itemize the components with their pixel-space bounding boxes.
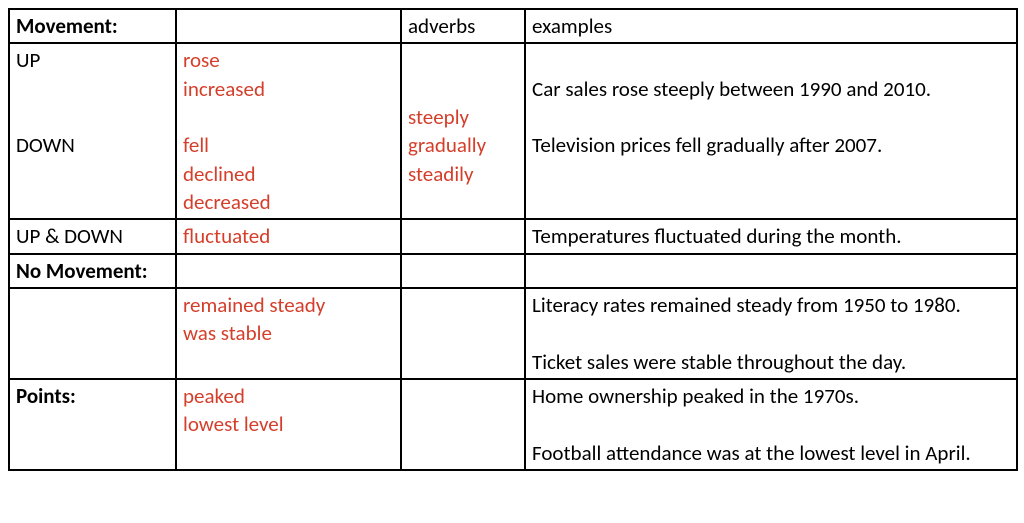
category-label: No Movement:	[16, 258, 148, 284]
verb: decreased	[183, 188, 394, 216]
adverbs-cell	[401, 254, 525, 288]
example: Football attendance was at the lowest le…	[532, 439, 1010, 467]
verbs-cell: rose increased fell declined decreased	[176, 43, 401, 219]
verb: remained steady	[183, 291, 394, 319]
example-blank	[532, 410, 1010, 438]
verb: lowest level	[183, 410, 394, 438]
table-row: No Movement:	[9, 254, 1017, 288]
adverb: steadily	[408, 160, 518, 188]
header-adverbs: adverbs	[401, 9, 525, 43]
example: Home ownership peaked in the 1970s.	[532, 382, 1010, 410]
category-cell	[9, 288, 176, 379]
header-movement: Movement:	[9, 9, 176, 43]
example: Ticket sales were stable throughout the …	[532, 348, 1010, 376]
adverbs-cell: steeply gradually steadily	[401, 43, 525, 219]
verb: fluctuated	[183, 222, 394, 250]
table-row: UP & DOWN fluctuated Temperatures fluctu…	[9, 219, 1017, 253]
adverb-blank	[408, 75, 518, 103]
category-line-blank	[16, 103, 169, 131]
table-row: UP DOWN rose increased fell declined dec…	[9, 43, 1017, 219]
verb: declined	[183, 160, 394, 188]
category-cell: UP & DOWN	[9, 219, 176, 253]
adverb-blank	[408, 46, 518, 74]
examples-cell: Car sales rose steeply between 1990 and …	[525, 43, 1017, 219]
verb-blank	[183, 103, 394, 131]
table-header-row: Movement: adverbs examples	[9, 9, 1017, 43]
verb: fell	[183, 131, 394, 159]
header-movement-label: Movement:	[16, 13, 118, 39]
category-line: UP	[16, 46, 169, 74]
category-cell: No Movement:	[9, 254, 176, 288]
vocabulary-table: Movement: adverbs examples UP DOWN rose …	[8, 8, 1018, 471]
table-row: remained steady was stable Literacy rate…	[9, 288, 1017, 379]
example-blank	[532, 319, 1010, 347]
category-line-blank	[16, 75, 169, 103]
example: Temperatures fluctuated during the month…	[532, 222, 1010, 250]
verb: was stable	[183, 319, 394, 347]
examples-cell	[525, 254, 1017, 288]
verbs-cell: remained steady was stable	[176, 288, 401, 379]
examples-cell: Literacy rates remained steady from 1950…	[525, 288, 1017, 379]
verbs-cell: peaked lowest level	[176, 379, 401, 470]
table-row: Points: peaked lowest level Home ownersh…	[9, 379, 1017, 470]
verb: increased	[183, 75, 394, 103]
adverbs-cell	[401, 288, 525, 379]
category-line: DOWN	[16, 131, 169, 159]
examples-cell: Temperatures fluctuated during the month…	[525, 219, 1017, 253]
category-label: Points:	[16, 383, 76, 409]
category-cell: Points:	[9, 379, 176, 470]
example: Car sales rose steeply between 1990 and …	[532, 75, 1010, 103]
adverb: gradually	[408, 131, 518, 159]
example: Television prices fell gradually after 2…	[532, 131, 1010, 159]
example-blank	[532, 46, 1010, 74]
adverbs-cell	[401, 219, 525, 253]
adverb: steeply	[408, 103, 518, 131]
verbs-cell: fluctuated	[176, 219, 401, 253]
category-cell: UP DOWN	[9, 43, 176, 219]
header-examples: examples	[525, 9, 1017, 43]
examples-cell: Home ownership peaked in the 1970s. Foot…	[525, 379, 1017, 470]
header-verbs-blank	[176, 9, 401, 43]
verbs-cell	[176, 254, 401, 288]
verb: rose	[183, 46, 394, 74]
adverbs-cell	[401, 379, 525, 470]
verb: peaked	[183, 382, 394, 410]
example-blank	[532, 103, 1010, 131]
example: Literacy rates remained steady from 1950…	[532, 291, 1010, 319]
